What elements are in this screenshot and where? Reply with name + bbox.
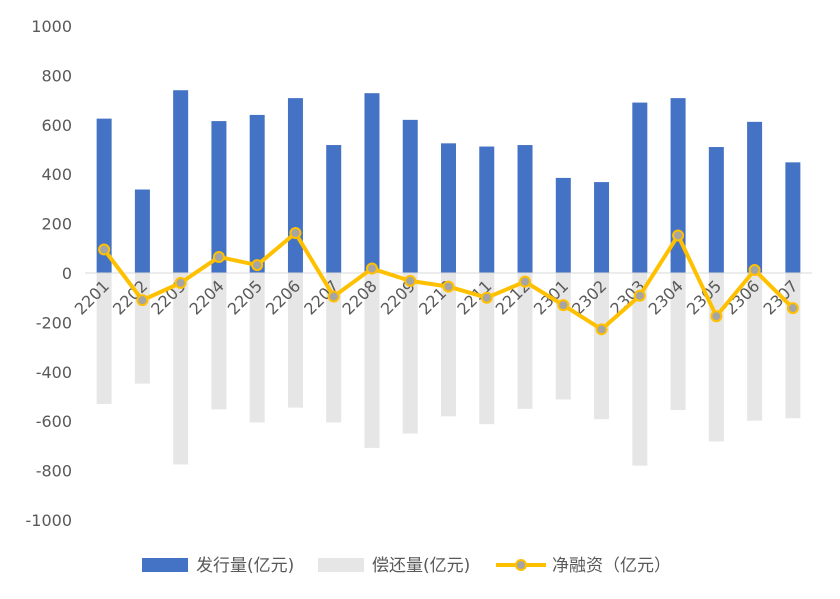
net-financing-point [442,280,455,293]
repayment-bar [96,273,112,404]
issuance-bar [173,90,189,273]
repayment-bar [364,273,380,448]
issuance-bar [632,102,648,273]
net-financing-point [595,323,608,336]
net-financing-point [519,275,532,288]
repayment-bar [517,273,533,409]
issuance-bar [287,98,303,274]
legend: 发行量(亿元) 偿还量(亿元) 净融资（亿元） [142,556,671,576]
net-financing-point [633,289,646,302]
repayment-bars [96,273,801,466]
legend-item-repayment: 偿还量(亿元) [318,556,470,576]
net-financing-line [98,226,799,336]
issuance-bars [96,90,801,274]
legend-label-repayment: 偿还量(亿元) [372,556,470,576]
repayment-bar [211,273,227,410]
y-tick-label: -200 [36,313,72,332]
repayment-bar [632,273,648,466]
net-financing-point [480,291,493,304]
net-financing-point [327,290,340,303]
net-financing-point [672,229,685,242]
issuance-bar [134,189,150,273]
legend-swatch-issuance [142,558,188,572]
issuance-bar [249,114,265,273]
y-tick-label: 600 [41,116,72,135]
y-tick-label: 400 [41,165,72,184]
y-tick-label: 0 [62,264,72,283]
issuance-bar [670,98,686,274]
legend-swatch-repayment [318,558,364,572]
repayment-bar [747,273,763,421]
legend-label-issuance: 发行量(亿元) [196,556,294,576]
issuance-bar [402,119,418,273]
net-financing-point [251,259,264,272]
issuance-bar [211,121,227,273]
issuance-bar [517,145,533,273]
issuance-bar [594,182,610,273]
repayment-bar [441,273,456,417]
net-financing-point [786,302,799,315]
issuance-bar [785,162,801,273]
net-financing-point [557,299,570,312]
repayment-bar [287,273,303,408]
net-financing-point [365,262,378,275]
y-tick-label: -800 [36,462,72,481]
y-tick-label: -400 [36,363,72,382]
net-financing-point [212,250,225,263]
legend-item-net-financing: 净融资（亿元） [496,556,671,576]
issuance-bar [479,146,495,273]
y-tick-label: 1000 [31,17,72,36]
issuance-bar [441,143,456,273]
repayment-bar [479,273,495,425]
net-financing-point [404,274,417,287]
repayment-bar [594,273,610,420]
repayment-bar [249,273,265,423]
net-financing-point [174,276,187,289]
issuance-bar [747,121,763,273]
net-financing-point [136,294,149,307]
issuance-bar [364,93,380,274]
legend-marker-net-financing [515,559,527,571]
y-tick-label: -600 [36,412,72,431]
net-financing-point [289,226,302,239]
issuance-bar [708,147,724,273]
issuance-bar [555,177,571,273]
repayment-bar [402,273,418,434]
y-tick-label: 800 [41,66,72,85]
legend-item-issuance: 发行量(亿元) [142,556,294,576]
repayment-bar [173,273,189,465]
issuance-bar [96,118,112,273]
repayment-bar [326,273,342,423]
legend-label-net-financing: 净融资（亿元） [552,556,671,576]
net-financing-point [98,243,111,256]
net-financing-point [710,310,723,323]
y-axis-ticks: -1000 -800 -600 -400 -200 0 200 400 600 800 1000 [26,17,73,530]
issuance-bar [326,145,342,273]
net-financing-point [748,264,761,277]
repayment-bar [670,273,686,411]
y-tick-label: 200 [41,215,72,234]
y-tick-label: -1000 [26,511,73,530]
